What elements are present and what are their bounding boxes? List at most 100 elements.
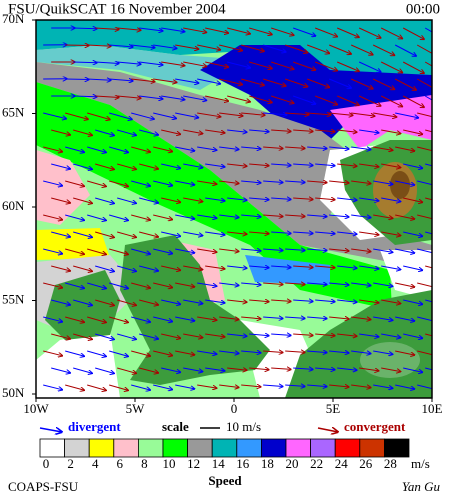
wind-arrow — [381, 367, 401, 372]
wind-arrow — [328, 44, 351, 54]
colorbar-swatch — [260, 438, 287, 458]
wind-arrow — [87, 350, 106, 356]
wind-arrow — [43, 350, 62, 356]
wind-arrow — [139, 333, 158, 339]
lon-labels: 10W 5W 0 5E 10E — [23, 398, 443, 416]
wind-arrow — [65, 112, 88, 119]
wind-arrow — [424, 95, 432, 101]
wind-arrow — [271, 334, 291, 335]
wind-arrow — [241, 147, 261, 149]
wind-arrow — [205, 265, 225, 269]
wind-arrow — [197, 146, 217, 150]
wind-arrow — [175, 214, 195, 219]
wind-arrow — [139, 231, 158, 237]
wind-arrow — [95, 197, 114, 204]
wind-arrow — [131, 350, 150, 356]
wind-arrow — [241, 283, 261, 285]
wind-arrow — [285, 385, 305, 386]
wind-arrow — [315, 130, 335, 132]
convergent-arrow — [317, 428, 338, 432]
wind-arrow — [65, 79, 89, 80]
wind-arrow — [65, 45, 89, 46]
wind-arrow — [219, 215, 239, 217]
wind-arrow — [227, 198, 247, 200]
wind-arrow — [87, 248, 106, 254]
wind-arrow — [285, 181, 305, 182]
wind-arrow — [175, 384, 195, 389]
wind-arrow — [153, 248, 172, 254]
wind-arrow — [249, 266, 269, 268]
wind-arrow — [87, 180, 106, 186]
wind-arrow — [227, 368, 247, 370]
wind-arrow — [271, 61, 294, 69]
wind-arrow — [153, 146, 172, 152]
wind-arrow — [241, 317, 261, 319]
wind-arrow — [153, 214, 172, 220]
wind-arrow — [307, 181, 327, 183]
wind-arrow — [51, 265, 70, 271]
wind-arrow — [381, 129, 401, 134]
wind-arrow — [241, 78, 264, 85]
wind-arrow — [307, 215, 327, 217]
wind-arrow — [307, 147, 327, 149]
wind-arrow — [73, 28, 97, 29]
wind-arrow — [315, 198, 335, 200]
wind-arrow — [381, 231, 401, 236]
wind-arrow — [336, 27, 359, 37]
wind-arrow — [373, 384, 393, 388]
wind-arrow — [350, 44, 373, 55]
wind-arrow — [337, 266, 357, 268]
colorbar-swatch — [88, 438, 115, 458]
colorbar: 0 2 4 6 8 10 12 14 16 18 20 22 24 26 28 m/s — [39, 438, 430, 471]
wind-arrow — [271, 130, 291, 131]
colorbar-swatch — [187, 438, 213, 458]
colorbar-swatch — [359, 438, 385, 458]
wind-arrow — [285, 317, 305, 318]
wind-arrow — [249, 334, 269, 336]
wind-arrow — [271, 27, 294, 35]
wind-arrow — [131, 316, 150, 322]
wind-arrow — [175, 282, 195, 287]
wind-arrow — [219, 249, 239, 251]
wind-arrow — [337, 198, 357, 200]
wind-arrow — [205, 27, 228, 33]
wind-arrow — [285, 283, 305, 284]
wind-arrow — [139, 299, 158, 305]
wind-arrow — [403, 129, 423, 134]
wind-arrow — [117, 28, 141, 30]
wind-arrow — [183, 27, 207, 32]
wind-arrow — [329, 147, 349, 149]
wind-arrow — [139, 163, 158, 169]
wind-arrow — [183, 61, 207, 66]
wind-arrow — [109, 248, 128, 254]
wind-arrow — [241, 113, 265, 115]
wind-arrow — [329, 317, 349, 319]
wind-arrow — [109, 45, 133, 47]
wind-arrow — [117, 231, 136, 237]
wind-arrow — [95, 163, 114, 170]
wind-arrow — [73, 197, 92, 203]
wind-arrow — [263, 317, 283, 319]
wind-arrow — [183, 299, 203, 304]
wind-arrow — [394, 44, 416, 56]
wind-arrow — [395, 384, 415, 389]
colorbar-tick-label: 8 — [141, 456, 148, 471]
wind-arrow — [117, 129, 136, 135]
wind-arrow — [219, 283, 239, 285]
wind-arrow — [205, 333, 225, 337]
colorbar-unit: m/s — [411, 456, 430, 471]
lat-label: 55N — [2, 291, 25, 306]
colorbar-tick-label: 6 — [117, 456, 124, 471]
wind-arrow — [175, 78, 199, 83]
wind-arrow — [403, 231, 423, 236]
wind-arrow — [307, 317, 327, 319]
wind-arrow — [43, 384, 62, 390]
wind-arrow — [65, 146, 84, 152]
wind-arrow — [395, 146, 415, 151]
wind-arrow — [175, 44, 199, 49]
wind-arrow — [183, 163, 203, 168]
wind-arrow — [161, 95, 185, 100]
wind-vectors — [43, 27, 432, 390]
colorbar-tick-label: 0 — [43, 456, 50, 471]
wind-arrow — [183, 129, 203, 134]
